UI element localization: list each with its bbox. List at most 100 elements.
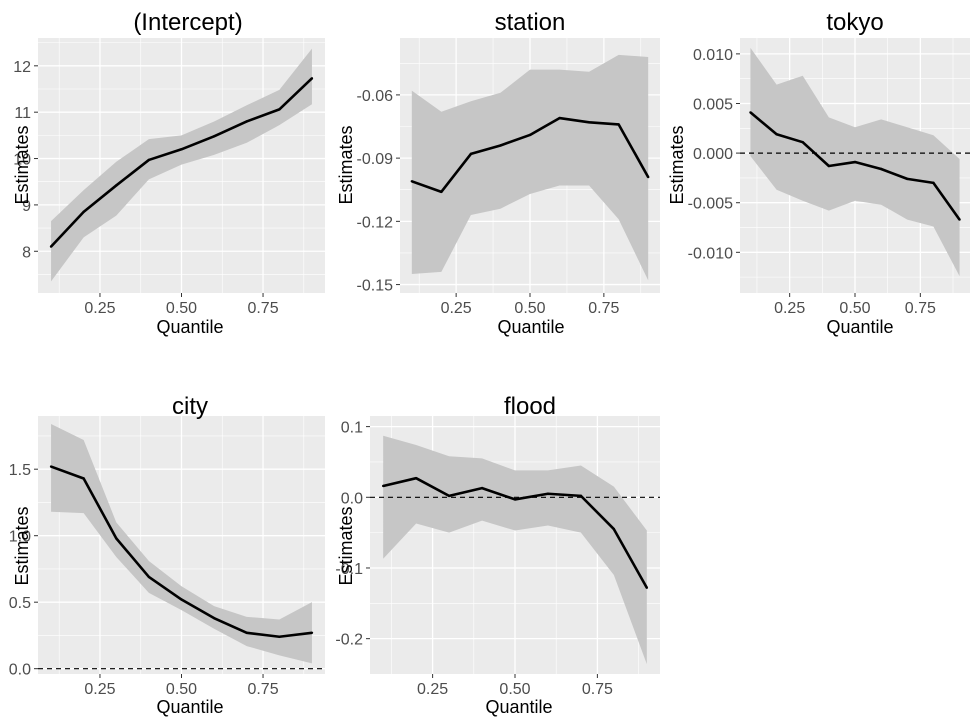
y-tick-label: -0.12 (357, 214, 394, 231)
x-tick-label: 0.25 (417, 681, 448, 698)
estimate-point (646, 175, 650, 179)
x-axis-label: Quantile (485, 697, 552, 717)
estimate-point (115, 537, 118, 540)
y-axis-label: Estimates (336, 125, 356, 204)
estimate-point (414, 477, 418, 480)
y-tick-label: 0.1 (341, 420, 363, 437)
y-tick-label: -0.2 (335, 632, 363, 649)
estimate-point (245, 120, 248, 123)
estimate-point (469, 152, 473, 156)
estimate-point (879, 167, 883, 171)
x-tick-label: 0.50 (514, 300, 545, 317)
y-tick-label: 1.5 (9, 462, 31, 479)
y-tick-label: -0.15 (357, 278, 394, 295)
x-tick-label: 0.75 (247, 681, 278, 698)
estimate-point (410, 180, 414, 183)
confidence-band (51, 48, 312, 282)
estimate-point (147, 575, 151, 579)
y-tick-label: 0.000 (693, 146, 733, 163)
estimate-point (775, 133, 778, 136)
x-tick-label: 0.25 (84, 300, 115, 317)
x-tick-label: 0.75 (588, 300, 619, 317)
y-tick-label: 10 (13, 152, 31, 169)
estimate-point (180, 148, 183, 151)
panel-title: flood (504, 393, 556, 420)
y-tick-label: -0.09 (357, 151, 394, 168)
y-axis-label: Estimates (336, 506, 356, 585)
estimate-point (49, 465, 53, 468)
estimate-point (546, 492, 550, 495)
x-tick-label: 0.25 (441, 300, 472, 317)
estimate-point (853, 160, 857, 164)
y-tick-label: 0.0 (9, 662, 31, 679)
panel-title: city (172, 393, 208, 420)
estimate-point (958, 218, 961, 221)
x-tick-label: 0.25 (774, 300, 805, 317)
panel-title: tokyo (826, 9, 883, 36)
x-axis-label: Quantile (156, 697, 223, 717)
estimate-point (310, 631, 314, 634)
estimate-point (587, 121, 591, 124)
y-axis-label: Estimates (667, 125, 687, 204)
estimate-point (612, 527, 616, 531)
x-tick-label: 0.50 (839, 300, 870, 317)
estimate-point (147, 158, 151, 162)
y-tick-label: 1.0 (9, 529, 31, 546)
x-axis-label: Quantile (497, 317, 564, 337)
y-axis-label: Estimates (12, 125, 32, 204)
estimate-point (528, 133, 532, 137)
x-axis-label: Quantile (826, 317, 893, 337)
panel-intercept: 0.25 0.50 0.75 8 9 10 11 12 (Intercept) Quantile E… (12, 9, 325, 337)
y-tick-label: 9 (22, 198, 31, 215)
y-tick-label: -0.005 (688, 196, 733, 213)
estimate-point (180, 598, 183, 601)
estimate-point (278, 635, 281, 638)
x-tick-label: 0.75 (247, 300, 278, 317)
estimate-point (906, 177, 909, 181)
estimate-point (278, 108, 281, 111)
y-tick-label: 11 (14, 105, 31, 122)
x-axis-label: Quantile (156, 317, 223, 337)
estimate-point (645, 586, 649, 589)
estimate-point (49, 245, 53, 248)
panel-city: 0.25 0.50 0.75 0.0 0.5 1.0 1.5 city Quantile Esti… (9, 393, 325, 717)
panel-flood: 0.25 0.50 0.75 -0.2 -0.1 0.0 0.1 flood Quantile E… (335, 393, 660, 717)
y-tick-label: -0.06 (357, 88, 394, 105)
y-tick-label: 0.0 (341, 490, 363, 507)
estimate-point (617, 123, 620, 126)
panel-title: station (495, 9, 566, 36)
estimate-point (82, 210, 85, 214)
y-tick-label: 8 (22, 244, 31, 261)
estimate-point (558, 116, 561, 120)
confidence-band (411, 54, 649, 281)
estimate-point (440, 190, 443, 194)
estimate-point (310, 77, 314, 80)
panel-tokyo: 0.25 0.50 0.75 -0.010 -0.005 0.000 0.005 0.010 t… (667, 9, 970, 337)
estimate-point (801, 140, 804, 144)
x-tick-label: 0.75 (582, 681, 613, 698)
estimate-point (932, 181, 935, 185)
y-tick-label: 12 (13, 59, 31, 76)
x-tick-label: 0.50 (166, 681, 197, 698)
x-tick-label: 0.25 (84, 681, 115, 698)
estimate-point (212, 616, 216, 620)
estimate-point (82, 477, 85, 480)
y-tick-label: 0.010 (693, 47, 733, 64)
estimate-point (381, 484, 385, 488)
y-tick-label: 0.5 (9, 595, 31, 612)
estimate-point (749, 111, 752, 114)
estimate-point (115, 184, 118, 187)
confidence-band (383, 435, 647, 665)
panel-station: 0.25 0.50 0.75 -0.15 -0.12 -0.09 -0.06 station Q… (336, 9, 660, 337)
estimate-point (245, 631, 248, 634)
estimate-point (579, 494, 583, 498)
x-tick-label: 0.50 (166, 300, 197, 317)
y-tick-label: 0.005 (693, 96, 733, 113)
confidence-band (51, 423, 312, 664)
estimate-point (212, 135, 216, 138)
estimate-point (827, 164, 831, 168)
y-axis-label: Estimates (12, 506, 32, 585)
panel-title: (Intercept) (133, 9, 242, 36)
estimate-point (480, 486, 484, 490)
